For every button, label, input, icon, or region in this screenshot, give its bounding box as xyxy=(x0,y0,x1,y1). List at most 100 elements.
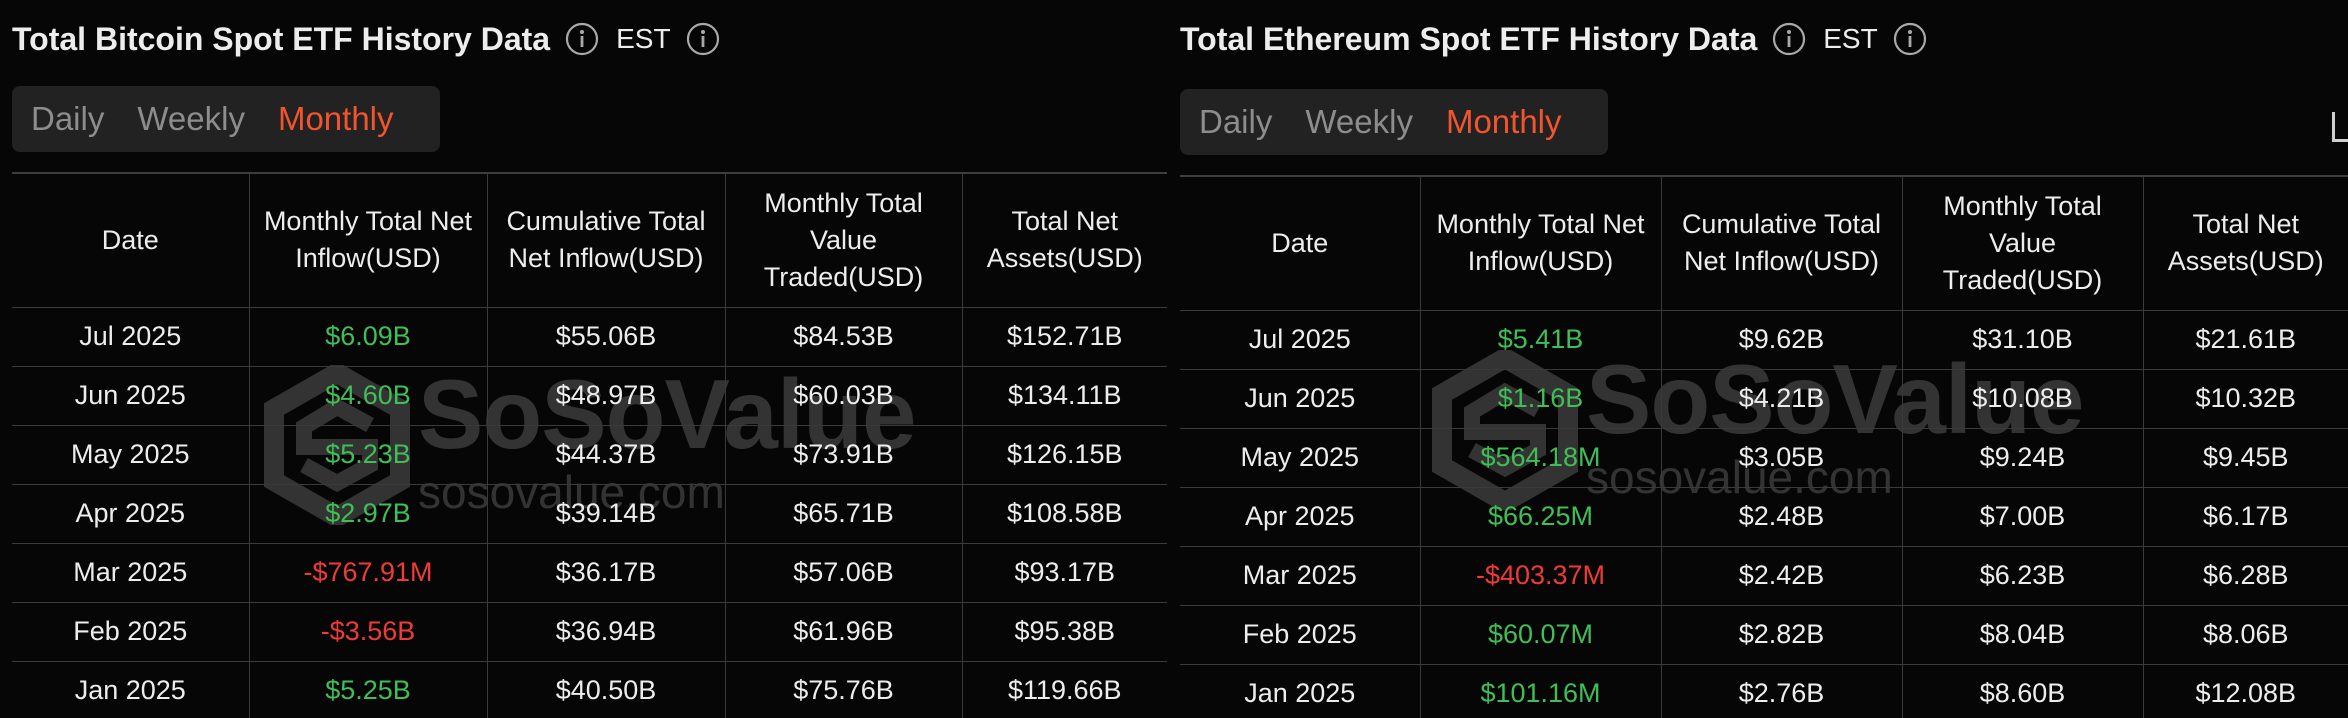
column-header-net-inflow[interactable]: Monthly Total Net Inflow(USD) xyxy=(248,172,488,308)
cell-value-traded: $60.03B xyxy=(724,365,963,426)
table-row: Jun 2025 $4.60B $48.97B $60.03B $134.11B xyxy=(12,365,1167,426)
export-icon[interactable] xyxy=(2332,112,2348,142)
table-row: Jul 2025 $6.09B $55.06B $84.53B $152.71B xyxy=(12,306,1167,367)
column-header-cumulative[interactable]: Cumulative Total Net Inflow(USD) xyxy=(486,172,726,308)
table-row: Jun 2025 $1.16B $4.21B $10.08B $10.32B xyxy=(1180,368,2348,429)
cell-net-inflow: $60.07M xyxy=(1419,604,1662,665)
cell-net-assets: $119.66B xyxy=(961,660,1167,718)
cell-value-traded: $73.91B xyxy=(724,424,963,485)
table-row: Jul 2025 $5.41B $9.62B $31.10B $21.61B xyxy=(1180,309,2348,370)
column-header-cumulative[interactable]: Cumulative Total Net Inflow(USD) xyxy=(1660,175,1903,311)
column-header-date[interactable]: Date xyxy=(1180,175,1421,311)
column-header-net-inflow[interactable]: Monthly Total Net Inflow(USD) xyxy=(1419,175,1662,311)
cell-cumulative: $4.21B xyxy=(1660,368,1903,429)
cell-value-traded: $8.04B xyxy=(1901,604,2144,665)
cell-net-inflow: $5.23B xyxy=(248,424,488,485)
cell-date: Jan 2025 xyxy=(1180,663,1421,718)
cell-net-assets: $8.06B xyxy=(2142,604,2348,665)
table-row: Apr 2025 $2.97B $39.14B $65.71B $108.58B xyxy=(12,483,1167,544)
tab-weekly[interactable]: Weekly xyxy=(1305,103,1413,140)
cell-net-inflow: $1.16B xyxy=(1419,368,1662,429)
cell-value-traded: $8.60B xyxy=(1901,663,2144,718)
table-row: Feb 2025 $60.07M $2.82B $8.04B $8.06B xyxy=(1180,604,2348,665)
cell-value-traded: $57.06B xyxy=(724,542,963,603)
cell-cumulative: $3.05B xyxy=(1660,427,1903,488)
cell-net-inflow: -$3.56B xyxy=(248,601,488,662)
cell-date: Jul 2025 xyxy=(12,306,250,367)
tab-monthly[interactable]: Monthly xyxy=(1445,103,1562,140)
cell-date: Feb 2025 xyxy=(1180,604,1421,665)
cell-net-assets: $9.45B xyxy=(2142,427,2348,488)
table-row: May 2025 $5.23B $44.37B $73.91B $126.15B xyxy=(12,424,1167,485)
cell-date: Jan 2025 xyxy=(12,660,250,718)
cell-date: May 2025 xyxy=(12,424,250,485)
eth-title-row: Total Ethereum Spot ETF History Data EST xyxy=(1180,16,1928,62)
btc-panel-title: Total Bitcoin Spot ETF History Data xyxy=(12,20,551,57)
cell-net-inflow: $101.16M xyxy=(1419,663,1662,718)
column-header-net-assets[interactable]: Total Net Assets(USD) xyxy=(961,172,1167,308)
cell-date: May 2025 xyxy=(1180,427,1421,488)
cell-value-traded: $75.76B xyxy=(724,660,963,718)
cell-net-inflow: $4.60B xyxy=(248,365,488,426)
eth-period-tabs: Daily Weekly Monthly xyxy=(1180,89,1608,155)
table-row: Feb 2025 -$3.56B $36.94B $61.96B $95.38B xyxy=(12,601,1167,662)
btc-title-row: Total Bitcoin Spot ETF History Data EST xyxy=(12,16,721,62)
tab-weekly[interactable]: Weekly xyxy=(137,100,245,137)
cell-net-inflow: $2.97B xyxy=(248,483,488,544)
table-row: May 2025 $564.18M $3.05B $9.24B $9.45B xyxy=(1180,427,2348,488)
cell-net-assets: $134.11B xyxy=(961,365,1167,426)
btc-etf-panel: Total Bitcoin Spot ETF History Data EST … xyxy=(12,0,1167,718)
column-header-date[interactable]: Date xyxy=(12,172,250,308)
info-icon[interactable] xyxy=(1892,21,1928,57)
cell-net-inflow: -$767.91M xyxy=(248,542,488,603)
eth-panel-title: Total Ethereum Spot ETF History Data xyxy=(1180,20,1758,57)
cell-net-assets: $12.08B xyxy=(2142,663,2348,718)
cell-net-assets: $152.71B xyxy=(961,306,1167,367)
cell-cumulative: $2.42B xyxy=(1660,545,1903,606)
cell-net-assets: $21.61B xyxy=(2142,309,2348,370)
cell-net-inflow: $564.18M xyxy=(1419,427,1662,488)
cell-date: Apr 2025 xyxy=(1180,486,1421,547)
cell-value-traded: $84.53B xyxy=(724,306,963,367)
cell-date: Mar 2025 xyxy=(12,542,250,603)
cell-cumulative: $48.97B xyxy=(486,365,726,426)
tab-daily[interactable]: Daily xyxy=(31,100,105,137)
cell-value-traded: $61.96B xyxy=(724,601,963,662)
cell-net-assets: $126.15B xyxy=(961,424,1167,485)
cell-value-traded: $65.71B xyxy=(724,483,963,544)
cell-cumulative: $9.62B xyxy=(1660,309,1903,370)
cell-date: Jul 2025 xyxy=(1180,309,1421,370)
table-header-row: Date Monthly Total Net Inflow(USD) Cumul… xyxy=(1180,175,2348,311)
cell-date: Apr 2025 xyxy=(12,483,250,544)
cell-cumulative: $36.17B xyxy=(486,542,726,603)
cell-value-traded: $6.23B xyxy=(1901,545,2144,606)
tab-monthly[interactable]: Monthly xyxy=(277,100,394,137)
cell-net-assets: $95.38B xyxy=(961,601,1167,662)
column-header-value-traded[interactable]: Monthly Total Value Traded(USD) xyxy=(1901,175,2144,311)
cell-cumulative: $44.37B xyxy=(486,424,726,485)
cell-net-inflow: $6.09B xyxy=(248,306,488,367)
cell-cumulative: $39.14B xyxy=(486,483,726,544)
eth-history-table: Date Monthly Total Net Inflow(USD) Cumul… xyxy=(1180,175,2348,718)
eth-timezone-label: EST xyxy=(1823,23,1878,54)
info-icon[interactable] xyxy=(685,21,721,57)
tab-daily[interactable]: Daily xyxy=(1199,103,1273,140)
cell-cumulative: $55.06B xyxy=(486,306,726,367)
cell-net-assets: $108.58B xyxy=(961,483,1167,544)
cell-cumulative: $2.48B xyxy=(1660,486,1903,547)
cell-net-inflow: $5.25B xyxy=(248,660,488,718)
cell-net-inflow: $66.25M xyxy=(1419,486,1662,547)
cell-date: Jun 2025 xyxy=(12,365,250,426)
column-header-value-traded[interactable]: Monthly Total Value Traded(USD) xyxy=(724,172,963,308)
btc-period-tabs: Daily Weekly Monthly xyxy=(12,86,440,152)
cell-net-assets: $10.32B xyxy=(2142,368,2348,429)
info-icon[interactable] xyxy=(1771,21,1807,57)
btc-timezone-label: EST xyxy=(616,23,671,54)
eth-etf-panel: Total Ethereum Spot ETF History Data EST… xyxy=(1180,0,2348,718)
column-header-net-assets[interactable]: Total Net Assets(USD) xyxy=(2142,175,2348,311)
cell-value-traded: $7.00B xyxy=(1901,486,2144,547)
table-row: Apr 2025 $66.25M $2.48B $7.00B $6.17B xyxy=(1180,486,2348,547)
info-icon[interactable] xyxy=(564,21,600,57)
cell-net-inflow: $5.41B xyxy=(1419,309,1662,370)
cell-date: Jun 2025 xyxy=(1180,368,1421,429)
